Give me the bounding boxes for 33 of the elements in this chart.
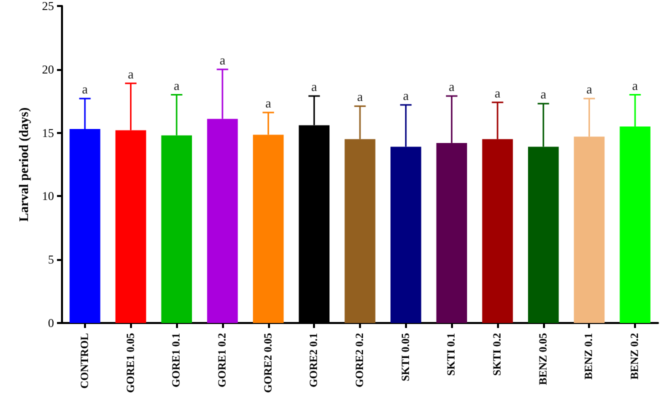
x-tick-label: GORE2 0.2 — [354, 332, 366, 388]
y-tick-label: 25 — [42, 0, 54, 13]
y-tick-label: 20 — [42, 62, 54, 76]
annotation: a — [632, 78, 638, 93]
x-tick-label: BENZ 0.2 — [629, 332, 642, 380]
y-tick-label: 15 — [42, 126, 54, 140]
x-tick-label: GORE1 0.05 — [124, 332, 137, 393]
annotation: a — [357, 89, 364, 104]
y-axis-title: Larval period (days) — [16, 107, 31, 222]
annotation: a — [174, 78, 180, 93]
x-tick-label: SKTI 0.1 — [446, 333, 458, 376]
annotation: a — [82, 82, 88, 97]
y-tick-label: 0 — [48, 316, 54, 330]
x-tick-label: GORE1 0.2 — [216, 332, 228, 388]
x-tick-label: SKTI 0.05 — [400, 332, 412, 382]
x-tick-label: BENZ 0.1 — [583, 333, 596, 380]
x-tick-label: SKTI 0.2 — [492, 332, 504, 376]
annotation: a — [586, 82, 592, 97]
y-tick-label: 10 — [42, 189, 54, 204]
x-tick-label: BENZ 0.05 — [537, 332, 550, 385]
annotation: a — [540, 86, 546, 102]
x-tick-label: GORE2 0.1 — [308, 333, 320, 388]
annotation: a — [494, 85, 501, 100]
x-tick-label: GORE1 0.1 — [170, 333, 183, 388]
annotation: a — [220, 52, 226, 68]
x-tick-label: GORE2 0.05 — [262, 332, 274, 393]
annotation: a — [265, 96, 272, 111]
y-tick-label: 5 — [48, 252, 54, 267]
annotation: a — [402, 88, 409, 103]
annotation: a — [448, 79, 455, 94]
annotation: a — [128, 66, 134, 82]
annotation: a — [311, 79, 318, 94]
x-tick-label: CONTROL — [78, 333, 91, 389]
